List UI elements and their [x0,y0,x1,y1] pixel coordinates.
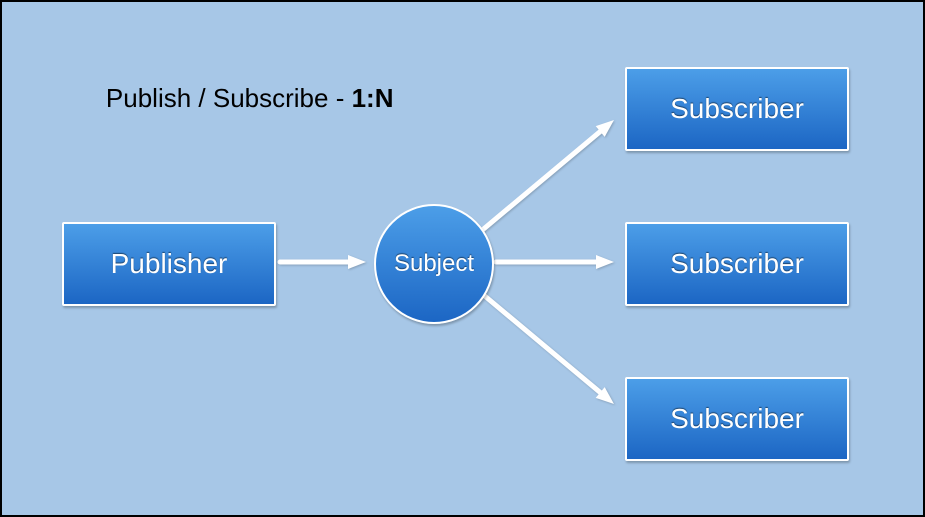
subscriber-node-2: Subscriber [625,222,849,306]
subject-node: Subject [374,204,494,324]
subject-label: Subject [394,250,474,278]
publisher-node: Publisher [62,222,276,306]
title-bold: 1:N [352,83,394,113]
subscriber-node-3: Subscriber [625,377,849,461]
title-prefix: Publish / Subscribe - [106,83,352,113]
publisher-label: Publisher [111,248,228,280]
subscriber-1-label: Subscriber [670,93,804,125]
diagram-title: Publish / Subscribe - 1:N [77,52,393,145]
subscriber-2-label: Subscriber [670,248,804,280]
subscriber-node-1: Subscriber [625,67,849,151]
diagram-canvas: Publish / Subscribe - 1:N Publisher Subj… [0,0,925,517]
subscriber-3-label: Subscriber [670,403,804,435]
